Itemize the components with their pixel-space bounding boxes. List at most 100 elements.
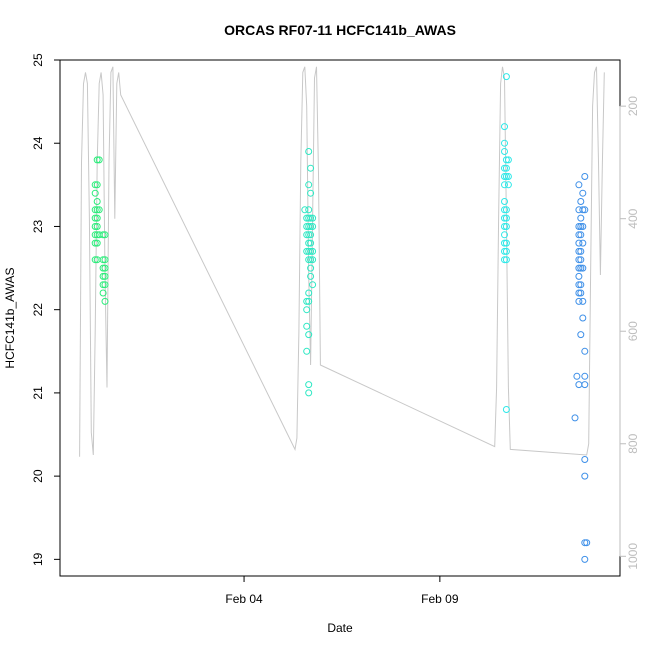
data-point: [93, 214, 101, 222]
data-point: [575, 181, 583, 189]
data-point: [573, 372, 581, 380]
data-point: [502, 156, 510, 164]
data-point: [301, 206, 309, 214]
y-tick-label: 21: [31, 386, 45, 400]
data-point: [303, 297, 311, 305]
data-point: [309, 223, 317, 230]
data-point: [575, 289, 583, 297]
data-point: [579, 239, 587, 247]
data-point: [502, 164, 510, 172]
data-point: [502, 223, 510, 230]
data-point: [502, 214, 510, 222]
data-point: [575, 247, 583, 255]
plot-frame: [59, 59, 621, 577]
right-tick-label: 800: [626, 433, 640, 453]
data-point: [307, 272, 315, 280]
data-point: [309, 214, 317, 222]
data-point: [579, 189, 587, 197]
data-point: [91, 256, 99, 264]
data-point: [305, 214, 313, 222]
x-axis-label: Date: [327, 621, 353, 635]
data-point: [305, 289, 313, 297]
data-point: [501, 139, 508, 147]
data-point: [579, 206, 587, 214]
data-point: [501, 247, 508, 255]
data-point: [305, 239, 313, 247]
y-tick-label: 23: [31, 219, 45, 233]
data-point: [305, 381, 313, 389]
x-tick-label: Feb 04: [225, 592, 263, 606]
data-point: [305, 389, 313, 397]
data-point: [575, 256, 583, 264]
data-point: [501, 181, 508, 189]
data-point: [581, 472, 589, 480]
data-point: [501, 123, 508, 131]
data-point: [575, 223, 583, 230]
data-point: [575, 281, 583, 289]
data-point: [99, 256, 107, 264]
data-point: [577, 231, 585, 239]
data-point: [101, 264, 109, 272]
data-point: [579, 223, 587, 230]
data-point: [309, 281, 317, 289]
data-point: [577, 281, 585, 289]
data-point: [579, 264, 587, 272]
y-tick-label: 25: [31, 53, 45, 67]
data-points: [91, 73, 591, 563]
data-point: [502, 206, 510, 214]
x-tick-label: Feb 09: [421, 592, 459, 606]
data-point: [577, 331, 585, 339]
data-point: [581, 539, 589, 547]
data-point: [307, 214, 315, 222]
data-point: [307, 264, 315, 272]
data-point: [305, 206, 313, 214]
axes: 19 20 21 22 23 24 25 Feb 04 Feb 09 200 400 600 800 10…: [31, 53, 640, 606]
data-point: [581, 372, 589, 380]
data-point: [93, 223, 101, 230]
data-point: [504, 173, 512, 180]
data-point: [501, 214, 508, 222]
data-point: [581, 347, 589, 355]
y-tick-label: 24: [31, 136, 45, 150]
data-point: [501, 256, 508, 264]
data-point: [577, 247, 585, 255]
data-point: [502, 239, 510, 247]
data-point: [305, 297, 313, 305]
y-tick-label: 19: [31, 552, 45, 566]
data-point: [502, 406, 510, 413]
data-point: [579, 297, 587, 305]
data-point: [575, 231, 583, 239]
data-point: [307, 189, 315, 197]
data-point: [101, 281, 109, 289]
data-point: [577, 214, 585, 222]
data-point: [504, 181, 512, 189]
data-point: [502, 247, 510, 255]
data-point: [101, 272, 109, 280]
data-point: [575, 381, 583, 389]
right-tick-label: 400: [626, 208, 640, 228]
data-point: [309, 256, 317, 264]
data-point: [581, 206, 589, 214]
data-point: [91, 214, 99, 222]
data-point: [91, 231, 99, 239]
data-point: [577, 289, 585, 297]
data-point: [93, 181, 101, 189]
data-point: [93, 206, 101, 214]
data-point: [303, 347, 311, 355]
data-point: [303, 322, 311, 330]
data-point: [303, 231, 311, 239]
data-point: [581, 381, 589, 389]
data-point: [307, 231, 315, 239]
data-point: [501, 198, 508, 205]
data-point: [581, 456, 589, 463]
data-point: [501, 223, 508, 230]
data-point: [504, 156, 512, 164]
data-point: [577, 256, 585, 264]
data-point: [307, 239, 315, 247]
y-tick-label: 22: [31, 303, 45, 317]
data-point: [305, 256, 313, 264]
data-point: [577, 264, 585, 272]
data-point: [305, 223, 313, 230]
data-point: [307, 223, 315, 230]
